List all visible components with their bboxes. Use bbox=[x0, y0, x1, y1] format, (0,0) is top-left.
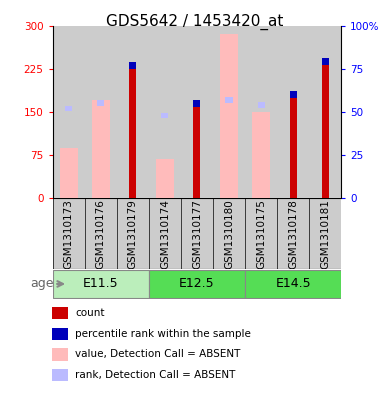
Bar bbox=[245, 270, 341, 298]
Bar bbox=[181, 26, 213, 198]
Text: value, Detection Call = ABSENT: value, Detection Call = ABSENT bbox=[75, 349, 241, 360]
Text: GSM1310173: GSM1310173 bbox=[64, 199, 74, 269]
Text: count: count bbox=[75, 308, 105, 318]
Bar bbox=[257, 102, 264, 108]
Bar bbox=[149, 270, 245, 298]
Bar bbox=[161, 112, 168, 118]
Text: age: age bbox=[30, 277, 53, 290]
Bar bbox=[322, 65, 329, 198]
Bar bbox=[225, 97, 232, 103]
Bar bbox=[309, 26, 341, 198]
Text: rank, Detection Call = ABSENT: rank, Detection Call = ABSENT bbox=[75, 370, 236, 380]
Bar bbox=[53, 26, 85, 198]
Text: E11.5: E11.5 bbox=[83, 277, 119, 290]
Text: GSM1310175: GSM1310175 bbox=[256, 199, 266, 269]
Text: percentile rank within the sample: percentile rank within the sample bbox=[75, 329, 251, 339]
Bar bbox=[277, 26, 309, 198]
Bar bbox=[92, 101, 110, 198]
Bar bbox=[245, 198, 277, 269]
Bar bbox=[65, 106, 72, 112]
Bar bbox=[85, 198, 117, 269]
Bar bbox=[245, 26, 277, 198]
Bar bbox=[85, 26, 117, 198]
Bar bbox=[52, 307, 68, 319]
Bar bbox=[322, 58, 329, 65]
Bar bbox=[290, 91, 297, 97]
Bar bbox=[277, 198, 309, 269]
Bar bbox=[52, 328, 68, 340]
Bar bbox=[220, 34, 238, 198]
Text: GSM1310178: GSM1310178 bbox=[288, 199, 298, 269]
Bar bbox=[193, 101, 200, 107]
Text: E14.5: E14.5 bbox=[275, 277, 311, 290]
Bar bbox=[252, 112, 270, 198]
Bar bbox=[97, 101, 104, 106]
Bar bbox=[52, 369, 68, 381]
Bar bbox=[149, 198, 181, 269]
Text: GSM1310177: GSM1310177 bbox=[192, 199, 202, 269]
Text: GSM1310176: GSM1310176 bbox=[96, 199, 106, 269]
Bar bbox=[290, 97, 297, 198]
Text: GSM1310181: GSM1310181 bbox=[320, 199, 330, 269]
Bar bbox=[193, 107, 200, 198]
Bar bbox=[53, 198, 85, 269]
Bar bbox=[129, 62, 136, 69]
Bar bbox=[129, 69, 136, 198]
Bar bbox=[117, 26, 149, 198]
Bar bbox=[213, 26, 245, 198]
Text: GSM1310174: GSM1310174 bbox=[160, 199, 170, 269]
Bar bbox=[60, 148, 78, 198]
Text: GDS5642 / 1453420_at: GDS5642 / 1453420_at bbox=[106, 14, 284, 30]
Bar bbox=[117, 198, 149, 269]
Bar bbox=[156, 159, 174, 198]
Text: E12.5: E12.5 bbox=[179, 277, 215, 290]
Text: GSM1310179: GSM1310179 bbox=[128, 199, 138, 269]
Bar bbox=[53, 270, 149, 298]
Bar bbox=[149, 26, 181, 198]
Bar bbox=[52, 349, 68, 360]
Text: GSM1310180: GSM1310180 bbox=[224, 199, 234, 269]
Bar bbox=[309, 198, 341, 269]
Bar bbox=[213, 198, 245, 269]
Bar bbox=[181, 198, 213, 269]
